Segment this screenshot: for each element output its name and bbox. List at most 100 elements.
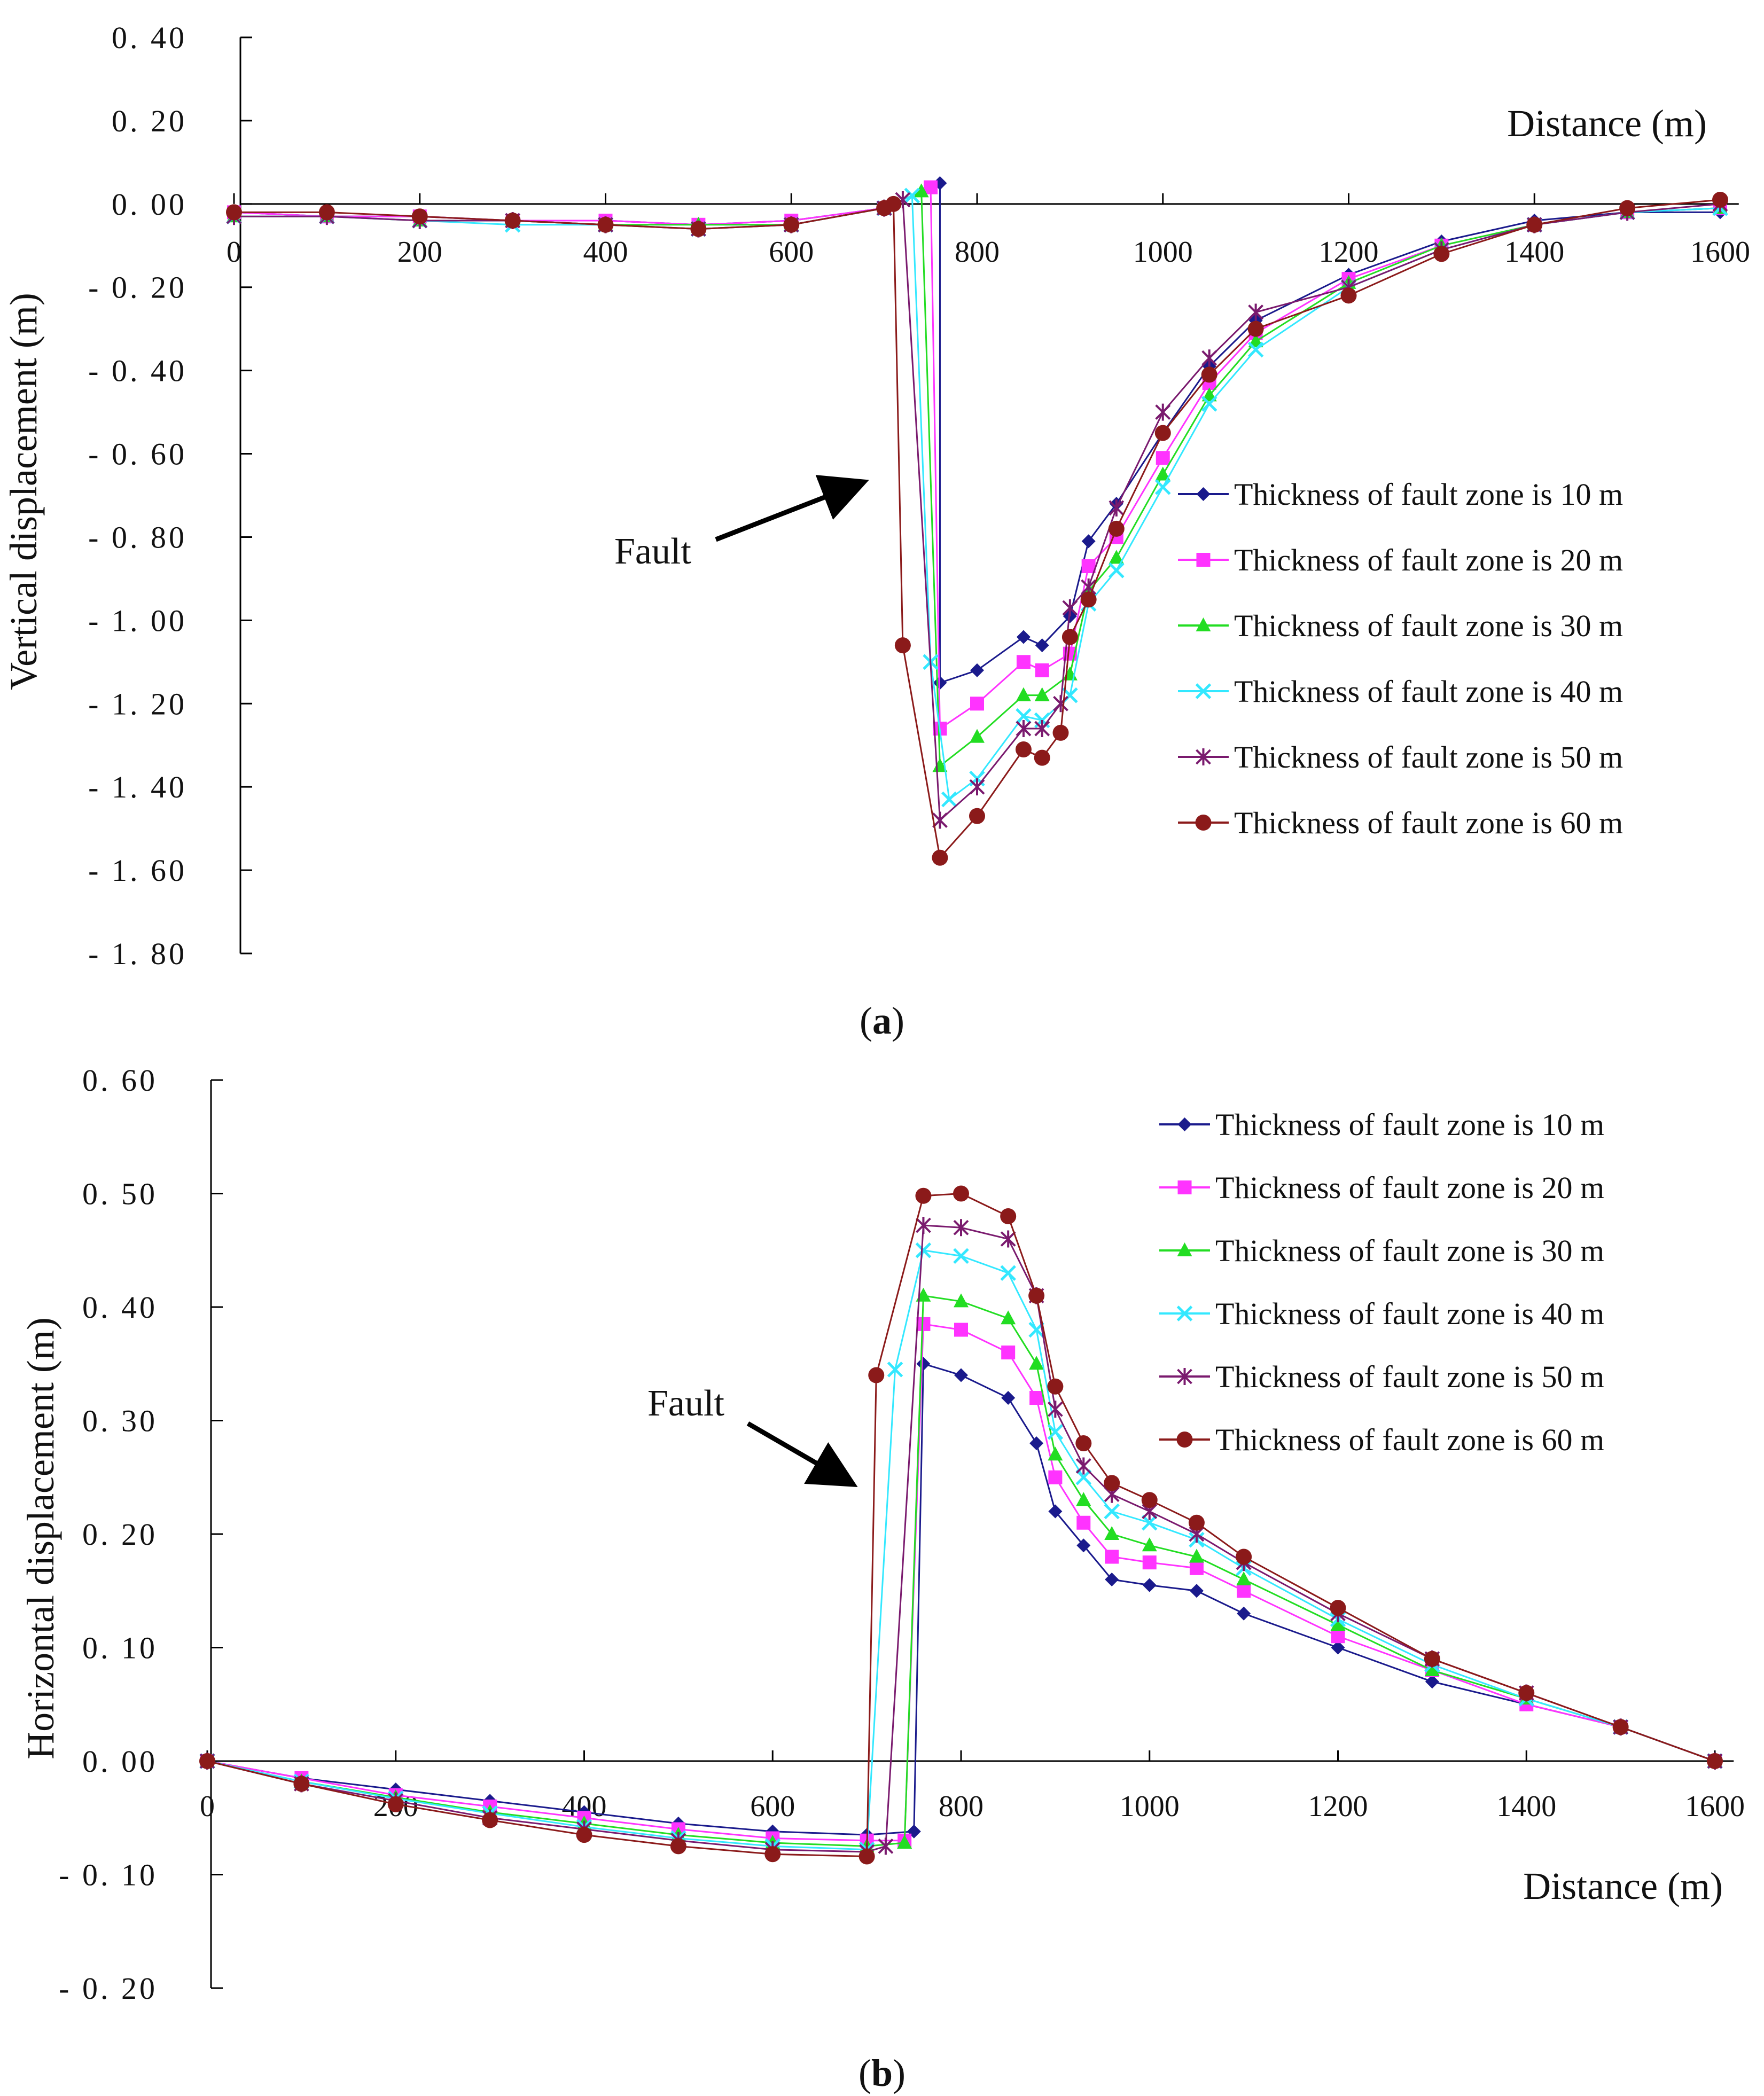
data-point (670, 1838, 686, 1855)
data-point (1016, 720, 1032, 738)
legend-marker (1196, 553, 1211, 567)
panel-b-chart: 0. 60 0. 50 0. 40 0. 30 0. 20 0. 10 0. 00 - 0. … (19, 1063, 1745, 2006)
data-point (1340, 287, 1357, 304)
data-point (1433, 246, 1450, 262)
legend-entry: Thickness of fault zone is 20 m (1159, 1170, 1604, 1205)
legend-entry: Thickness of fault zone is 60 m (1159, 1422, 1604, 1457)
series-line (207, 1192, 1715, 1858)
data-point (894, 637, 911, 654)
data-point (1035, 638, 1049, 653)
data-point (868, 1367, 885, 1383)
data-point (1518, 1685, 1535, 1701)
data-point (1142, 1555, 1157, 1570)
x-tick-label: 1000 (1120, 1790, 1180, 1823)
x-tick-label: 1600 (1690, 236, 1750, 269)
data-point (1047, 1424, 1064, 1440)
data-point (897, 1835, 912, 1849)
data-point (226, 204, 242, 221)
y-axis-title: Vertical displacement (m) (2, 293, 45, 690)
data-point (1154, 425, 1171, 441)
y-tick-label: - 0. 40 (88, 354, 187, 388)
series-line (207, 1295, 1715, 1847)
data-point (597, 216, 614, 233)
data-point (1201, 349, 1217, 367)
x-axis-title: Distance (m) (1523, 1865, 1723, 1907)
y-tick-label: 0. 60 (82, 1063, 158, 1098)
data-point (1062, 599, 1078, 616)
series-line (207, 1363, 1715, 1836)
x-tick-label: 1600 (1685, 1790, 1745, 1823)
y-tick-label: - 0. 20 (88, 270, 187, 305)
x-tick-label: 600 (750, 1790, 795, 1823)
data-point (954, 1293, 969, 1308)
data-point (1155, 466, 1170, 481)
data-point (504, 213, 521, 229)
data-point (1142, 1537, 1157, 1552)
y-tick-label: 0. 00 (112, 187, 187, 222)
legend-entry: Thickness of fault zone is 50 m (1159, 1359, 1604, 1394)
x-tick-label: 400 (583, 236, 628, 269)
data-point (293, 1776, 310, 1792)
data-point (764, 1846, 781, 1863)
data-point (1526, 216, 1543, 233)
data-point (1109, 550, 1124, 564)
data-point (904, 187, 920, 204)
data-point (1015, 741, 1032, 758)
x-axis-title: Distance (m) (1507, 102, 1707, 145)
data-point (954, 1368, 968, 1382)
legend-label: Thickness of fault zone is 40 m (1215, 1296, 1604, 1331)
y-tick-label: - 0. 60 (88, 437, 187, 472)
x-tick-label: 800 (939, 1790, 984, 1823)
data-point (1330, 1617, 1346, 1631)
data-point (1076, 1492, 1091, 1506)
data-point (1052, 724, 1069, 741)
legend-label: Thickness of fault zone is 40 m (1234, 674, 1623, 709)
data-point (1189, 1584, 1204, 1598)
x-tick-label: 600 (769, 236, 814, 269)
data-point (576, 1827, 592, 1843)
data-point (1619, 200, 1636, 216)
data-point (1075, 1435, 1092, 1451)
data-point (932, 849, 948, 866)
x-tick-label: 1400 (1496, 1790, 1556, 1823)
series-line (207, 1323, 1715, 1842)
series-line (207, 1249, 1715, 1851)
data-point (1189, 1548, 1204, 1563)
legend-entry: Thickness of fault zone is 60 m (1178, 805, 1623, 840)
data-point (1154, 479, 1171, 495)
data-point (411, 208, 428, 225)
data-point (932, 811, 948, 829)
data-point (1105, 1550, 1119, 1564)
data-point (1201, 366, 1217, 383)
data-point (1188, 1514, 1205, 1531)
legend-marker (1196, 748, 1211, 765)
y-tick-label: - 0. 10 (59, 1858, 158, 1892)
legend-marker (1177, 1368, 1192, 1385)
legend-label: Thickness of fault zone is 20 m (1234, 543, 1623, 577)
data-point (1016, 687, 1031, 701)
legend-label: Thickness of fault zone is 20 m (1215, 1170, 1604, 1205)
data-point (1076, 1538, 1091, 1553)
data-point (916, 1357, 931, 1371)
y-tick-label: 0. 00 (82, 1744, 158, 1779)
data-point (1029, 1356, 1044, 1370)
data-point (969, 778, 985, 796)
data-point (1076, 1515, 1091, 1530)
data-point (885, 195, 902, 212)
data-point (1141, 1514, 1158, 1531)
legend-entry: Thickness of fault zone is 30 m (1159, 1233, 1604, 1268)
data-point (970, 729, 985, 743)
data-point (953, 1219, 969, 1237)
data-point (1034, 720, 1050, 738)
data-point (1081, 534, 1096, 549)
legend-label: Thickness of fault zone is 30 m (1215, 1233, 1604, 1268)
data-point (953, 1248, 969, 1264)
legend-label: Thickness of fault zone is 30 m (1234, 608, 1623, 643)
data-point (1080, 591, 1097, 608)
legend-label: Thickness of fault zone is 60 m (1215, 1422, 1604, 1457)
data-point (914, 183, 929, 198)
legend-marker (1177, 1117, 1192, 1131)
legend-label: Thickness of fault zone is 50 m (1234, 740, 1623, 775)
data-point (1034, 687, 1050, 701)
data-point (387, 1796, 404, 1812)
